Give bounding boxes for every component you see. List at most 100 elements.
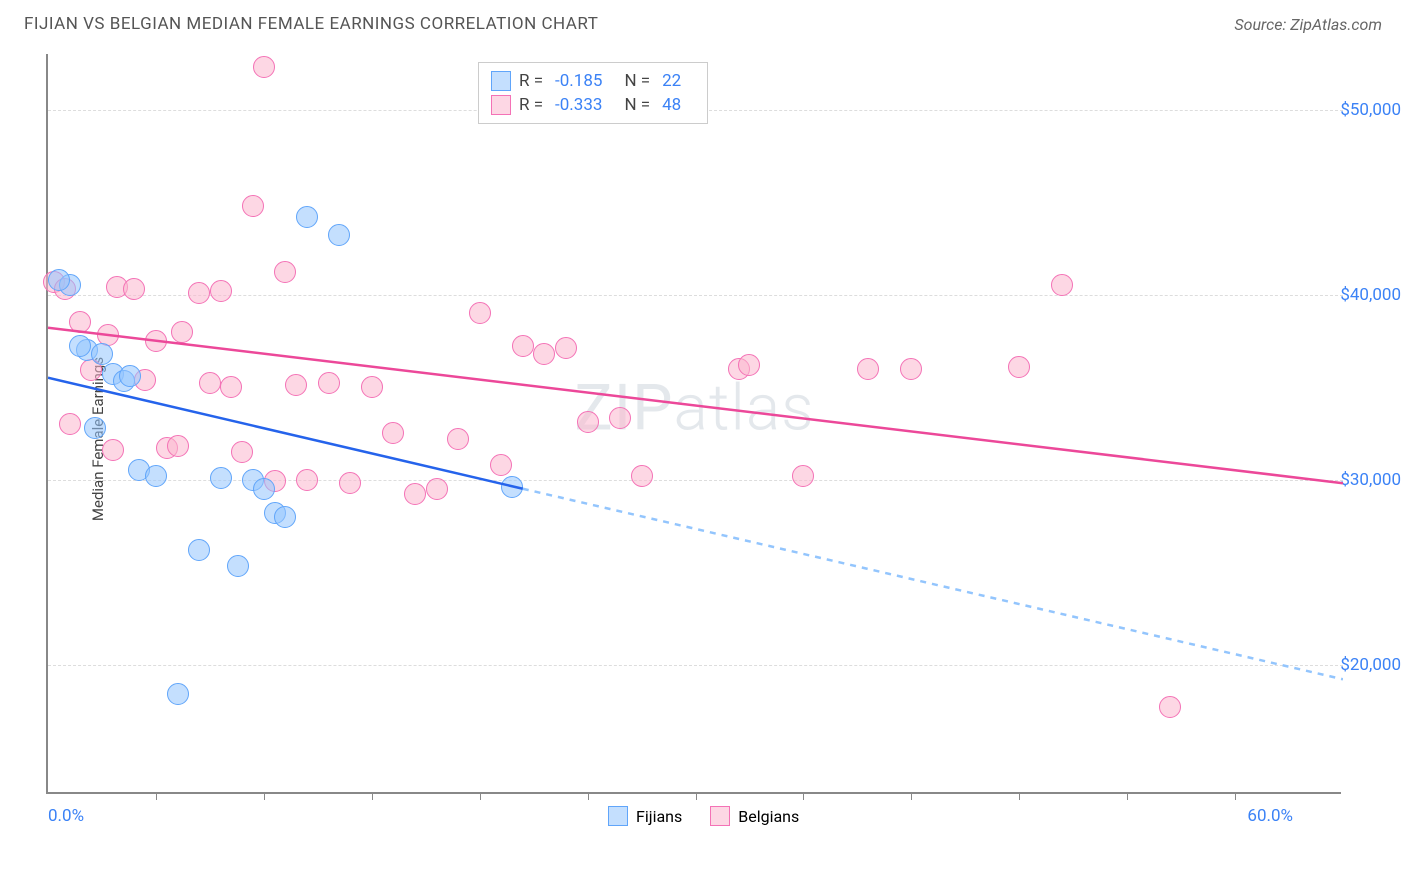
data-point xyxy=(102,439,124,461)
r-value-belgians: -0.333 xyxy=(555,95,602,115)
data-point xyxy=(210,280,232,302)
data-point xyxy=(792,465,814,487)
legend-item-fijians: Fijians xyxy=(608,806,682,826)
data-point xyxy=(900,358,922,380)
data-point xyxy=(501,476,523,498)
data-point xyxy=(382,422,404,444)
data-point xyxy=(167,435,189,457)
ytick-label: $50,000 xyxy=(1340,100,1401,120)
data-point xyxy=(577,411,599,433)
data-point xyxy=(555,337,577,359)
data-point xyxy=(171,321,193,343)
swatch-fijians-icon xyxy=(608,806,628,826)
data-point xyxy=(188,282,210,304)
watermark-light: atlas xyxy=(674,371,815,446)
trend-line xyxy=(523,489,1343,680)
data-point xyxy=(296,469,318,491)
legend-label-belgians: Belgians xyxy=(738,807,799,826)
data-point xyxy=(69,311,91,333)
swatch-fijians xyxy=(491,71,511,91)
data-point xyxy=(609,407,631,429)
data-point xyxy=(119,365,141,387)
legend-label-fijians: Fijians xyxy=(636,807,682,826)
correlation-row-fijians: R = -0.185 N = 22 xyxy=(491,69,695,93)
data-point xyxy=(69,335,91,357)
data-point xyxy=(857,358,879,380)
xtick xyxy=(1235,792,1236,800)
legend-item-belgians: Belgians xyxy=(710,806,799,826)
data-point xyxy=(274,261,296,283)
chart-container: Median Female Earnings ZIPatlas $20,000$… xyxy=(46,54,1386,824)
correlation-row-belgians: R = -0.333 N = 48 xyxy=(491,93,695,117)
xtick xyxy=(156,792,157,800)
data-point xyxy=(253,56,275,78)
gridline xyxy=(48,295,1343,296)
ytick-label: $20,000 xyxy=(1340,655,1401,675)
data-point xyxy=(328,224,350,246)
chart-title: FIJIAN VS BELGIAN MEDIAN FEMALE EARNINGS… xyxy=(24,14,598,34)
series-legend: Fijians Belgians xyxy=(608,806,799,826)
swatch-belgians xyxy=(491,95,511,115)
data-point xyxy=(188,539,210,561)
xtick xyxy=(803,792,804,800)
data-point xyxy=(145,330,167,352)
data-point xyxy=(253,478,275,500)
data-point xyxy=(1159,696,1181,718)
xtick xyxy=(1127,792,1128,800)
ytick-label: $40,000 xyxy=(1340,285,1401,305)
n-label: N = xyxy=(624,95,650,115)
data-point xyxy=(59,413,81,435)
xtick xyxy=(911,792,912,800)
data-point xyxy=(210,467,232,489)
xtick xyxy=(480,792,481,800)
data-point xyxy=(296,206,318,228)
xaxis-end-label: 60.0% xyxy=(1247,806,1293,826)
correlation-legend: R = -0.185 N = 22 R = -0.333 N = 48 xyxy=(478,62,708,124)
data-point xyxy=(447,428,469,450)
ytick-label: $30,000 xyxy=(1340,470,1401,490)
plot-area: ZIPatlas $20,000$30,000$40,000$50,000 R … xyxy=(46,54,1341,794)
r-value-fijians: -0.185 xyxy=(555,71,602,91)
data-point xyxy=(1008,356,1030,378)
data-point xyxy=(285,374,307,396)
data-point xyxy=(145,465,167,487)
data-point xyxy=(631,465,653,487)
chart-source: Source: ZipAtlas.com xyxy=(1234,15,1382,34)
data-point xyxy=(167,683,189,705)
xaxis-start-label: 0.0% xyxy=(48,806,84,826)
r-label: R = xyxy=(519,71,543,91)
data-point xyxy=(318,372,340,394)
xtick xyxy=(372,792,373,800)
data-point xyxy=(404,483,426,505)
data-point xyxy=(84,417,106,439)
xtick xyxy=(1019,792,1020,800)
gridline xyxy=(48,665,1343,666)
data-point xyxy=(220,376,242,398)
watermark: ZIPatlas xyxy=(574,371,814,446)
data-point xyxy=(48,269,70,291)
swatch-belgians-icon xyxy=(710,806,730,826)
n-label: N = xyxy=(624,71,650,91)
data-point xyxy=(227,555,249,577)
data-point xyxy=(469,302,491,324)
data-point xyxy=(199,372,221,394)
data-point xyxy=(123,278,145,300)
r-label: R = xyxy=(519,95,543,115)
data-point xyxy=(361,376,383,398)
data-point xyxy=(426,478,448,500)
data-point xyxy=(339,472,361,494)
xtick xyxy=(264,792,265,800)
data-point xyxy=(738,354,760,376)
xtick xyxy=(588,792,589,800)
data-point xyxy=(512,335,534,357)
data-point xyxy=(242,195,264,217)
data-point xyxy=(231,441,253,463)
chart-header: FIJIAN VS BELGIAN MEDIAN FEMALE EARNINGS… xyxy=(0,0,1406,44)
data-point xyxy=(1051,274,1073,296)
data-point xyxy=(91,343,113,365)
xtick xyxy=(696,792,697,800)
n-value-fijians: 22 xyxy=(662,71,681,91)
data-point xyxy=(533,343,555,365)
data-point xyxy=(490,454,512,476)
data-point xyxy=(274,506,296,528)
